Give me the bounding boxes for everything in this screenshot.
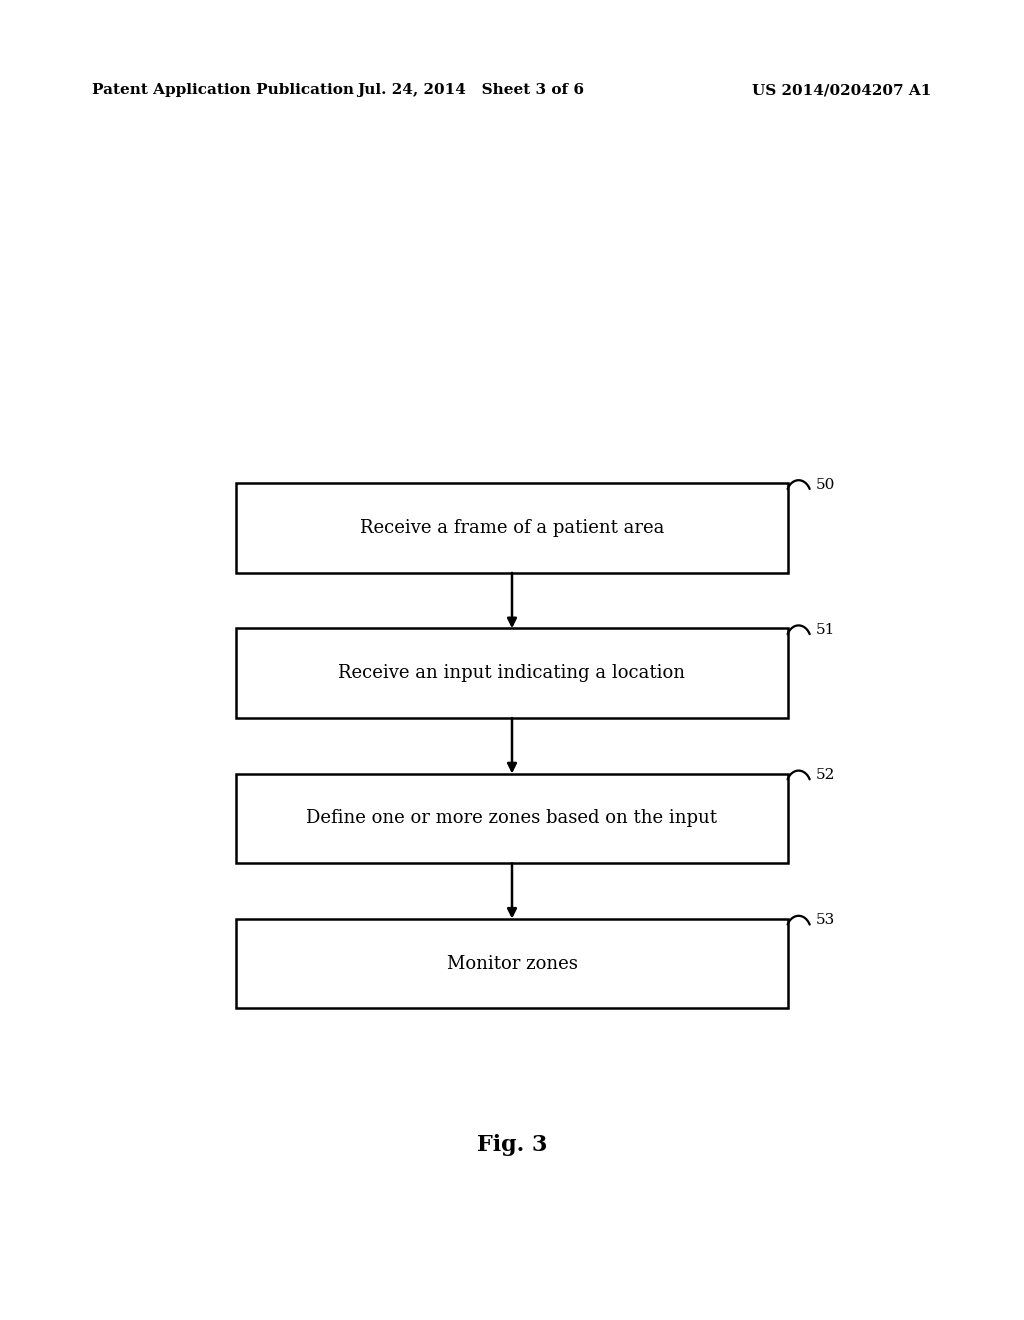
- Text: US 2014/0204207 A1: US 2014/0204207 A1: [753, 83, 932, 96]
- Text: 53: 53: [816, 913, 836, 928]
- Bar: [236, 483, 788, 573]
- Text: 52: 52: [816, 768, 836, 783]
- Bar: [236, 774, 788, 863]
- Text: Fig. 3: Fig. 3: [477, 1134, 547, 1156]
- Bar: [236, 919, 788, 1008]
- Text: Receive a frame of a patient area: Receive a frame of a patient area: [359, 519, 665, 537]
- Text: Patent Application Publication: Patent Application Publication: [92, 83, 354, 96]
- Text: Jul. 24, 2014   Sheet 3 of 6: Jul. 24, 2014 Sheet 3 of 6: [357, 83, 585, 96]
- Text: 51: 51: [816, 623, 836, 638]
- Bar: [236, 628, 788, 718]
- Text: Monitor zones: Monitor zones: [446, 954, 578, 973]
- Text: 50: 50: [816, 478, 836, 492]
- Text: Receive an input indicating a location: Receive an input indicating a location: [339, 664, 685, 682]
- Text: Define one or more zones based on the input: Define one or more zones based on the in…: [306, 809, 718, 828]
